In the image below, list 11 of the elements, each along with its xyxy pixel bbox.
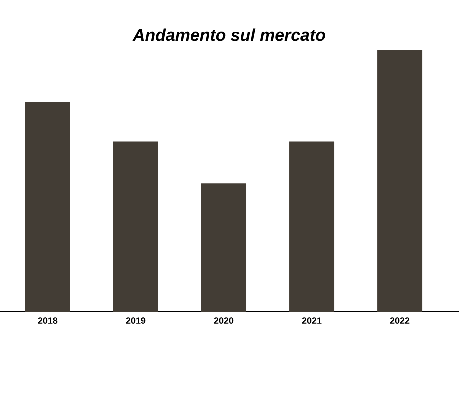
bar bbox=[113, 142, 158, 312]
x-tick-label: 2019 bbox=[126, 318, 146, 324]
bar bbox=[378, 50, 423, 312]
bar bbox=[25, 102, 70, 312]
x-tick-label: 2020 bbox=[214, 318, 234, 324]
x-tick-label: 2018 bbox=[38, 318, 58, 324]
x-tick-label: 2022 bbox=[390, 318, 410, 324]
x-tick-label: 2021 bbox=[302, 318, 322, 324]
bar bbox=[290, 142, 335, 312]
bar bbox=[202, 184, 247, 312]
chart-title: Andamento sul mercato bbox=[132, 28, 326, 42]
